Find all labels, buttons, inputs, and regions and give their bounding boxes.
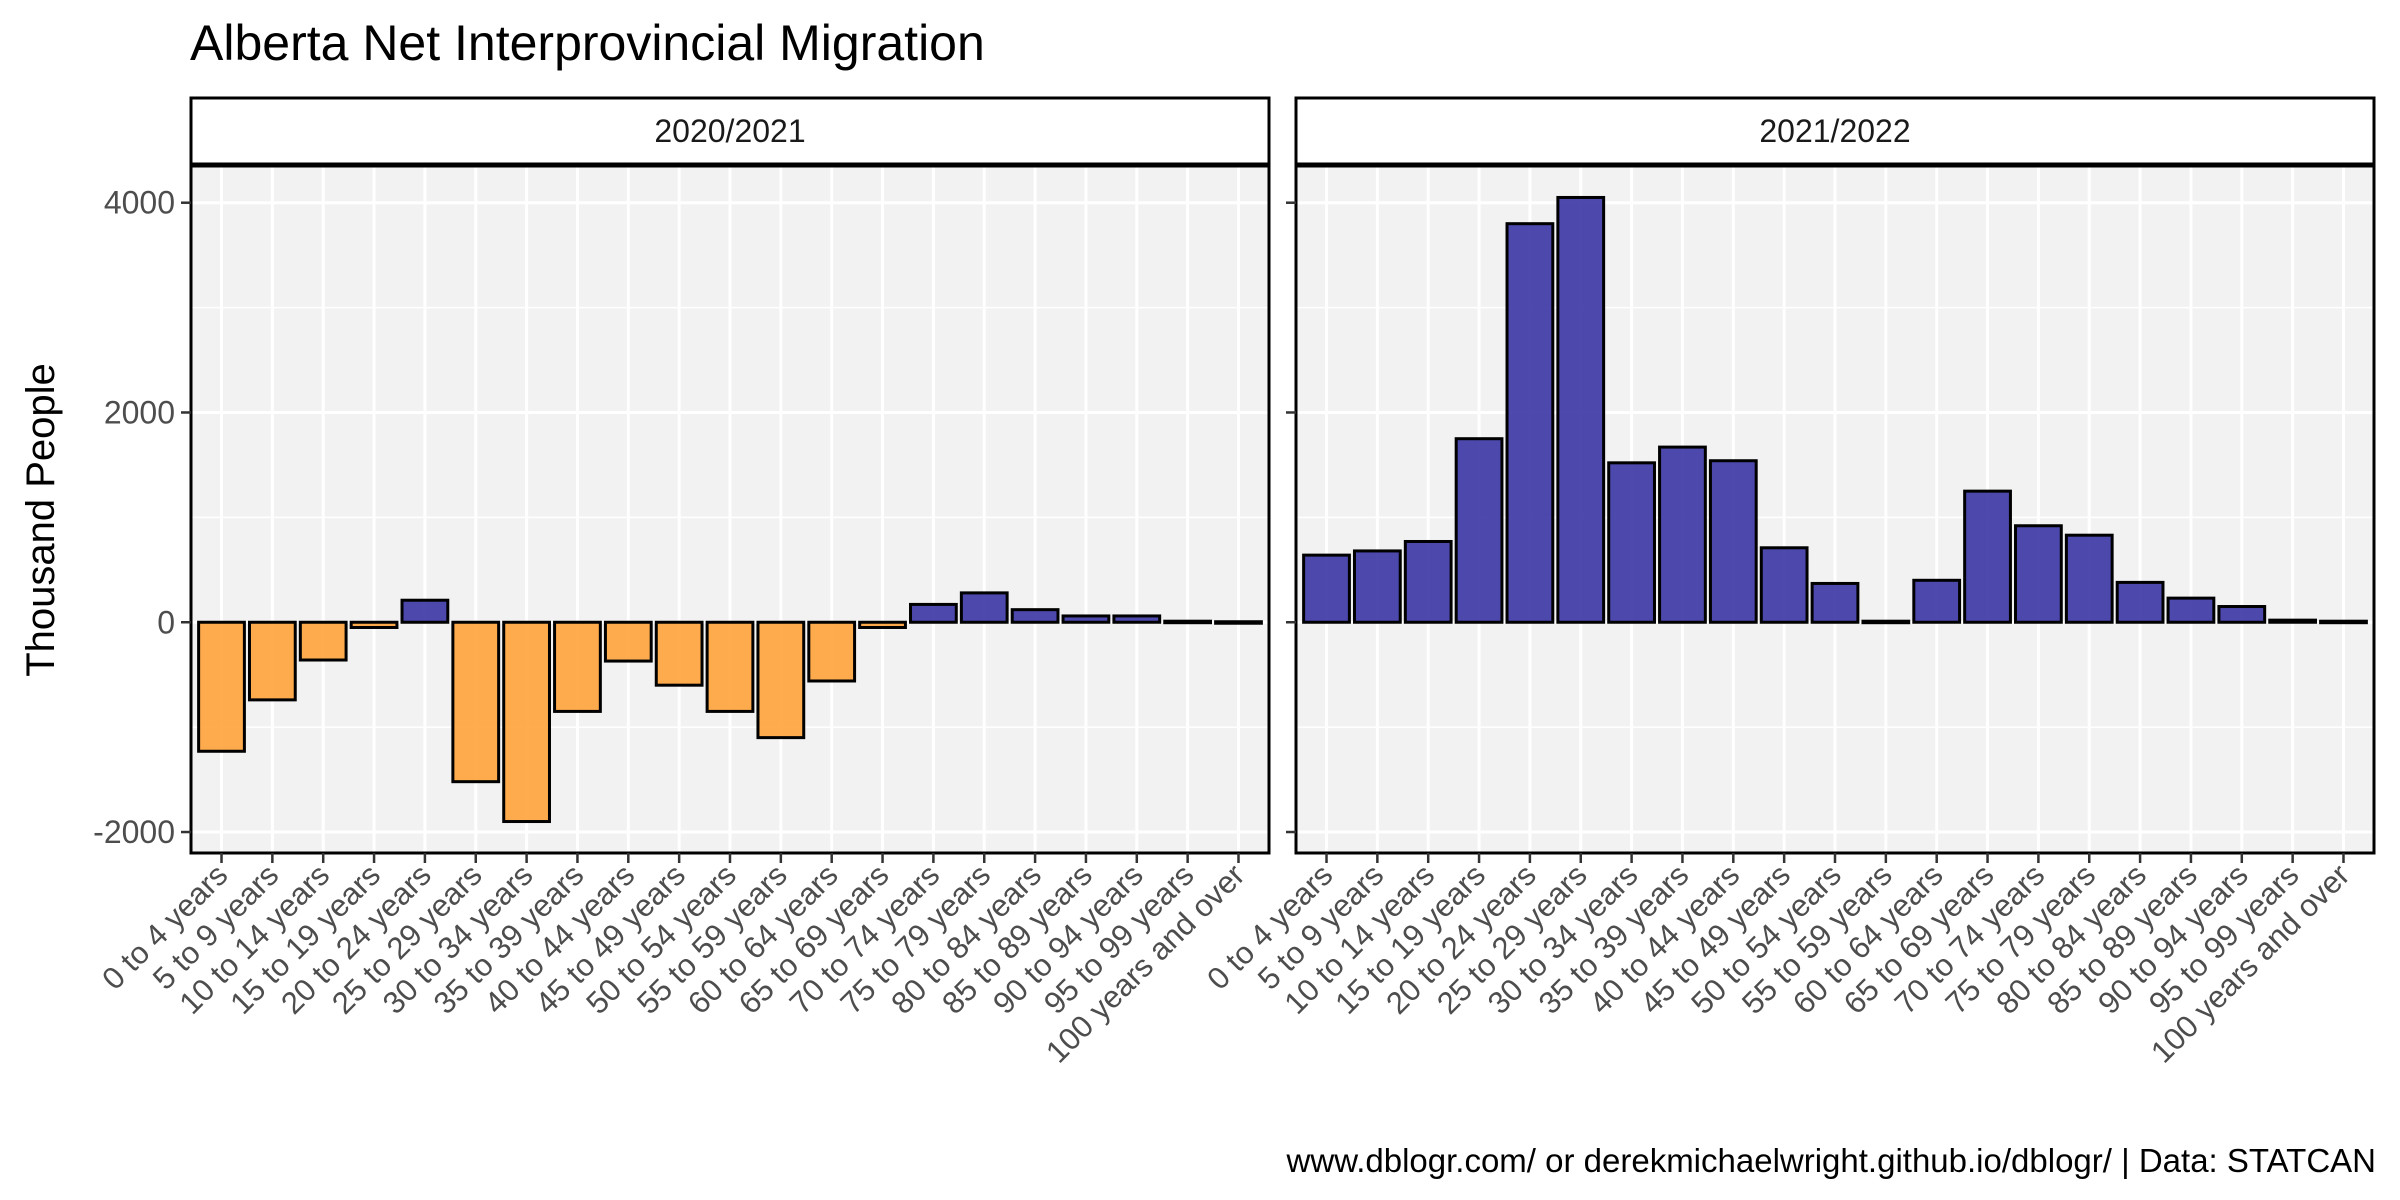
bar-2021-2022-14: [2014, 524, 2063, 624]
bar-2020-2021-15: [959, 591, 1009, 624]
bar-2021-2022-5: [1556, 195, 1606, 624]
bar-2020-2021-19: [1163, 619, 1213, 625]
facet-strip-label: 2021/2022: [1759, 113, 1910, 149]
bar-2020-2021-20: [1214, 620, 1263, 625]
caption: www.dblogr.com/ or derekmichaelwright.gi…: [1286, 1142, 2376, 1179]
y-tick-label: -2000: [93, 814, 175, 850]
bar-2021-2022-19: [2268, 618, 2318, 624]
bar-2020-2021-17: [1061, 614, 1111, 624]
bar-2020-2021-16: [1010, 608, 1060, 624]
bar-2021-2022-2: [1403, 539, 1453, 624]
bar-2020-2021-0: [197, 620, 246, 753]
bar-2021-2022-8: [1708, 459, 1758, 624]
bar-2020-2021-4: [400, 598, 450, 624]
bar-2020-2021-7: [553, 620, 602, 713]
bar-2020-2021-5: [451, 620, 501, 784]
bar-2021-2022-18: [2217, 605, 2267, 624]
bar-2020-2021-6: [502, 620, 551, 824]
bar-2020-2021-18: [1112, 614, 1162, 624]
y-tick-label: 0: [157, 604, 175, 640]
bar-2020-2021-2: [298, 620, 348, 662]
bar-2020-2021-12: [807, 620, 857, 683]
bar-2020-2021-8: [603, 620, 653, 663]
bar-2021-2022-9: [1759, 546, 1809, 624]
bar-2020-2021-1: [247, 620, 297, 702]
bar-2021-2022-3: [1454, 437, 1504, 624]
bar-2021-2022-6: [1607, 461, 1656, 624]
facet-strip: [189, 96, 1271, 166]
bar-2021-2022-11: [1861, 619, 1911, 625]
bar-2021-2022-7: [1658, 445, 1707, 624]
bar-2021-2022-13: [1963, 489, 2012, 624]
facet-strip: [1294, 96, 2376, 166]
y-tick-label: 2000: [104, 394, 175, 430]
bar-2021-2022-15: [2064, 533, 2114, 624]
bar-2021-2022-16: [2115, 580, 2165, 624]
bar-2020-2021-10: [705, 620, 755, 713]
bar-2020-2021-14: [909, 602, 958, 624]
bar-2020-2021-9: [654, 620, 704, 687]
bar-2021-2022-0: [1302, 553, 1351, 624]
bar-2021-2022-12: [1912, 578, 1962, 624]
bar-2021-2022-20: [2319, 619, 2368, 625]
y-axis-label: Thousand People: [19, 363, 63, 677]
bar-2021-2022-1: [1352, 549, 1402, 624]
bar-2020-2021-13: [858, 620, 907, 629]
bar-2020-2021-11: [756, 620, 806, 740]
chart-title: Alberta Net Interprovincial Migration: [190, 15, 985, 71]
bar-2021-2022-10: [1810, 581, 1860, 624]
facet-strip-label: 2020/2021: [654, 113, 805, 149]
bar-2020-2021-3: [349, 620, 399, 629]
bar-2021-2022-17: [2166, 596, 2216, 624]
bar-2021-2022-4: [1505, 222, 1555, 624]
y-tick-label: 4000: [104, 185, 175, 221]
